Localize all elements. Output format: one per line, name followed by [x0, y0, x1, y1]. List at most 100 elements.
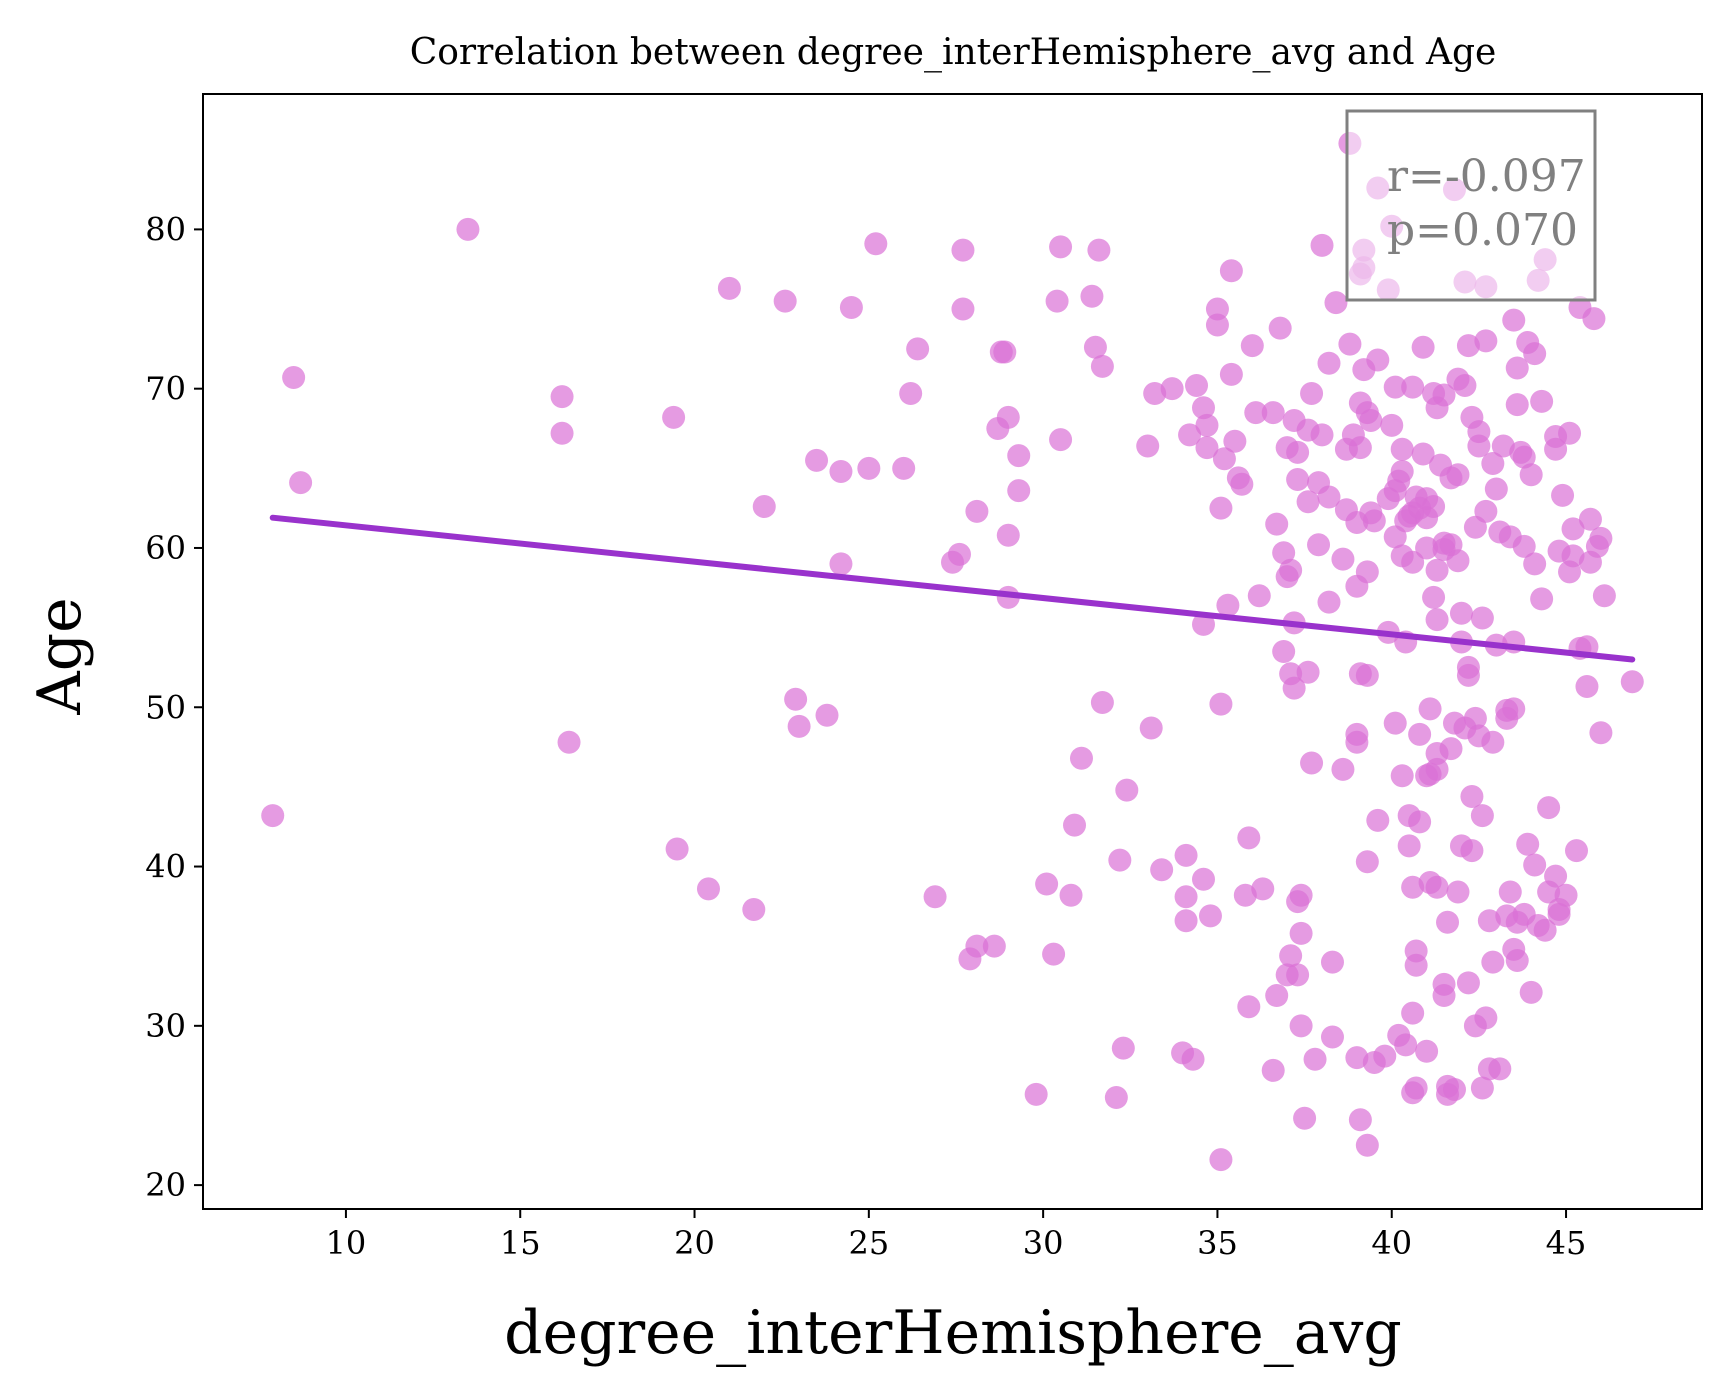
data-point — [1251, 877, 1275, 901]
data-point — [1554, 883, 1578, 907]
data-point — [1219, 362, 1243, 386]
data-point — [1080, 284, 1104, 308]
data-point — [1446, 549, 1470, 573]
data-point — [1205, 297, 1229, 321]
data-point — [1191, 867, 1215, 891]
stats-annotation: r=-0.097 p=0.070 — [1345, 109, 1597, 302]
data-point — [996, 523, 1020, 547]
data-point — [1533, 918, 1557, 942]
data-point — [864, 232, 888, 256]
y-tick-label: 80 — [145, 210, 186, 248]
data-point — [1502, 697, 1526, 721]
data-point — [982, 934, 1006, 958]
data-point — [1432, 984, 1456, 1008]
plot-area — [261, 131, 1644, 1172]
data-point — [1345, 730, 1369, 754]
data-point — [1425, 875, 1449, 899]
data-point — [1422, 585, 1446, 609]
data-point — [1317, 590, 1341, 614]
data-point — [1523, 342, 1547, 366]
data-point — [1279, 558, 1303, 582]
data-point — [1523, 552, 1547, 576]
data-point — [1310, 423, 1334, 447]
data-point — [1460, 839, 1484, 863]
data-point — [1219, 259, 1243, 283]
data-point — [829, 460, 853, 484]
x-tick-label: 10 — [326, 1224, 367, 1262]
data-point — [742, 898, 766, 922]
data-point — [1272, 541, 1296, 565]
data-point — [1589, 526, 1613, 550]
data-point — [805, 448, 829, 472]
annotation-r-value: r=-0.097 — [1387, 151, 1586, 202]
data-point — [1474, 1006, 1498, 1030]
data-point — [1523, 853, 1547, 877]
data-point — [787, 714, 811, 738]
data-point — [1212, 447, 1236, 471]
data-point — [1240, 334, 1264, 358]
data-point — [839, 295, 863, 319]
data-point — [1425, 757, 1449, 781]
data-point — [1289, 1014, 1313, 1038]
data-point — [1401, 550, 1425, 574]
data-point — [1348, 436, 1372, 460]
x-axis-label: degree_interHemisphere_avg — [504, 1298, 1402, 1368]
data-point — [1174, 843, 1198, 867]
data-point — [1474, 499, 1498, 523]
data-point — [1174, 885, 1198, 909]
data-point — [1519, 980, 1543, 1004]
data-point — [1268, 316, 1292, 340]
data-point — [1178, 423, 1202, 447]
chart-title: Correlation between degree_interHemisphe… — [410, 32, 1497, 73]
data-point — [951, 297, 975, 321]
data-point — [1537, 796, 1561, 820]
data-point — [1446, 880, 1470, 904]
data-point — [1087, 238, 1111, 262]
data-point — [1261, 401, 1285, 425]
x-tick-label: 20 — [674, 1224, 715, 1262]
data-point — [1411, 335, 1435, 359]
annotation-p-value: p=0.070 — [1387, 205, 1578, 256]
data-point — [1310, 233, 1334, 257]
data-point — [1401, 1001, 1425, 1025]
data-point — [1422, 495, 1446, 519]
data-point — [1115, 778, 1139, 802]
data-point — [1481, 452, 1505, 476]
data-point — [1320, 950, 1344, 974]
data-point — [1415, 536, 1439, 560]
data-point — [752, 495, 776, 519]
data-point — [815, 703, 839, 727]
x-tick-label: 45 — [1546, 1224, 1587, 1262]
data-point — [1300, 751, 1324, 775]
data-point — [993, 340, 1017, 364]
data-point — [1390, 460, 1414, 484]
data-point — [1446, 463, 1470, 487]
data-point — [1449, 601, 1473, 625]
data-point — [1160, 377, 1184, 401]
data-point — [1286, 963, 1310, 987]
data-point — [1205, 313, 1229, 337]
data-point — [1425, 608, 1449, 632]
data-point — [1303, 1047, 1327, 1071]
data-point — [662, 405, 686, 429]
data-point — [1578, 507, 1602, 531]
data-point — [829, 552, 853, 576]
data-point — [1477, 909, 1501, 933]
data-point — [1320, 1025, 1344, 1049]
x-tick-label: 15 — [500, 1224, 541, 1262]
data-point — [1272, 640, 1296, 663]
data-point — [1007, 479, 1031, 503]
data-point — [1411, 442, 1435, 466]
data-point — [1216, 593, 1240, 617]
data-point — [1289, 921, 1313, 945]
data-point — [1345, 1046, 1369, 1070]
data-point — [1279, 944, 1303, 968]
data-point — [1519, 463, 1543, 487]
data-point — [1544, 864, 1568, 888]
data-point — [1401, 375, 1425, 399]
data-point — [1470, 804, 1494, 828]
data-point — [1338, 332, 1362, 356]
data-point — [1355, 663, 1379, 687]
data-point — [1484, 477, 1508, 501]
